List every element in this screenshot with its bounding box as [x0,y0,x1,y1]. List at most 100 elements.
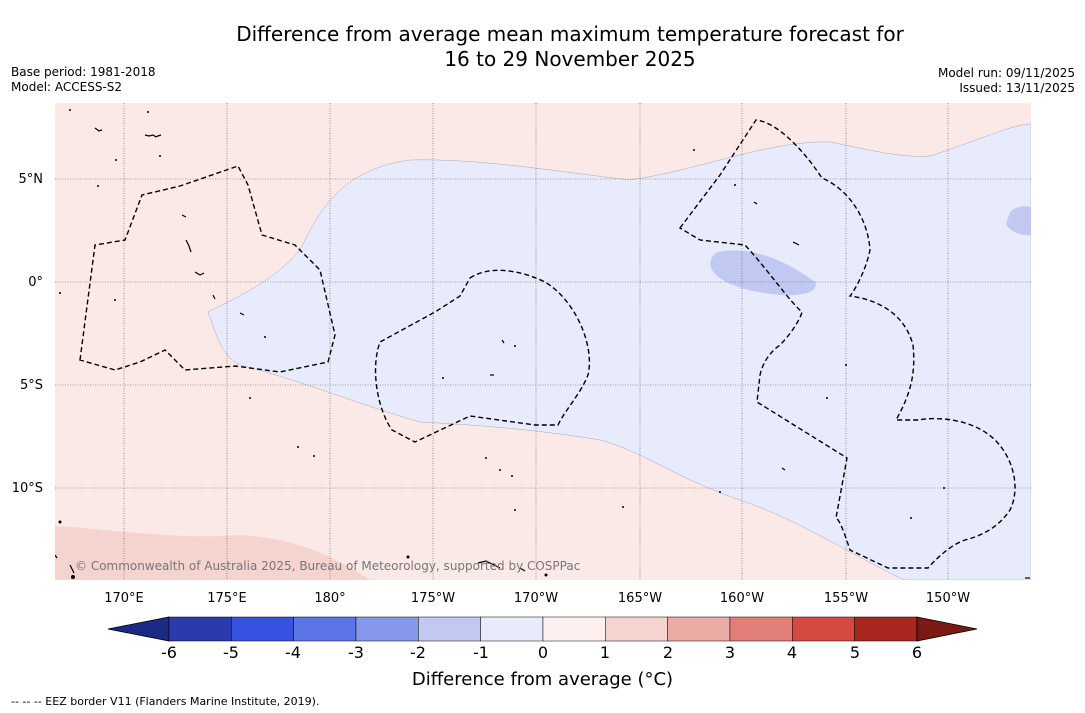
island-dot [719,491,721,493]
colorbar-segment [542,616,606,642]
island-dot [313,455,315,457]
longitude-labels: 170°E 175°E 180° 175°W 170°W 165°W 160°W… [104,591,970,606]
island-dot [499,469,501,471]
island-dot [943,487,945,489]
cool-anomaly-region [207,123,1031,580]
island [94,127,103,132]
cb-label: -2 [410,643,426,662]
island-dot [69,109,71,111]
island-dot [114,299,116,301]
island [144,134,157,138]
island-dot [406,555,410,559]
eez-line-islands [678,119,1016,569]
title-line-2: 16 to 29 November 2025 [444,47,696,71]
island [154,134,162,138]
colorbar-segment [854,616,918,642]
island [194,271,205,276]
graticule [55,103,1031,580]
island [69,564,75,574]
copyright-text: © Commonwealth of Australia 2025, Bureau… [75,559,580,573]
cool-patch-central [710,250,816,296]
lat-label-5n: 5°N [19,172,44,187]
island-dots [58,109,945,579]
meta-left: Base period: 1981-2018 Model: ACCESS-S2 [11,65,156,95]
lon-label-175w: 175°W [411,591,455,606]
island-dot [622,506,624,508]
lat-label-0: 0° [28,275,43,290]
colorbar-segment [729,616,793,642]
lat-label-10s: 10°S [12,481,43,496]
colorbar-labels: -6 -5 -4 -3 -2 -1 0 1 2 3 4 5 6 [161,643,922,662]
island-dot [485,457,487,459]
island-dot [845,364,847,366]
colorbar-segment [231,616,294,642]
island [477,560,501,569]
island [781,467,786,471]
island [501,339,505,344]
colorbar-segment [168,616,232,642]
island-dot [910,517,912,519]
colorbar-extend-low [107,616,170,642]
island [519,567,526,572]
model-run: Model run: 09/11/2025 [937,66,1075,80]
cool-patch-east [1006,206,1031,236]
latitude-labels: 5°N 0° 5°S 10°S [12,172,43,496]
island-dot [264,336,266,338]
colorbar-segment [418,616,481,642]
island [212,294,216,300]
eez-tuvalu-kiribati [79,165,336,373]
island [753,201,758,205]
cb-label: 2 [663,643,673,662]
island-dot [159,155,161,157]
island [55,554,58,559]
eez-legend: -- -- -- EEZ border V11 (Flanders Marine… [11,695,320,708]
lon-label-150w: 150°W [926,591,970,606]
island [792,241,800,246]
cb-label: -4 [285,643,301,662]
issued-date: Issued: 13/11/2025 [959,81,1075,95]
cb-label: -3 [348,643,364,662]
cb-label: 4 [787,643,797,662]
cb-label: 1 [600,643,610,662]
colorbar [107,616,978,642]
island-dot [297,446,299,448]
island-dot [734,184,736,186]
island-dot [514,345,516,347]
island-dot [514,509,516,511]
lon-label-155w: 155°W [824,591,868,606]
lon-label-170w: 170°W [514,591,558,606]
island-dot [442,377,444,379]
colorbar-title: Difference from average (°C) [411,669,674,690]
eez-phoenix [374,269,590,443]
meta-right: Model run: 09/11/2025 Issued: 13/11/2025 [938,66,1075,96]
base-period: Base period: 1981-2018 [11,65,156,79]
island-dot [97,185,99,187]
colorbar-segment [605,616,668,642]
islands [55,127,1030,579]
colorbar-extend-high [916,616,978,642]
island-dot [59,292,61,294]
island-dot [58,520,62,524]
colorbar-segment [667,616,731,642]
lon-label-180: 180° [314,591,345,606]
eez-borders [79,119,1016,569]
island [239,312,245,316]
island-dot [544,573,548,577]
cb-label: 5 [850,643,860,662]
island-dot [249,397,251,399]
warm-patch-southwest [55,526,370,580]
chart-title: Difference from average mean maximum tem… [0,22,1085,72]
colorbar-segment [792,616,855,642]
colorbar-segment [293,616,357,642]
colorbar-segment [480,616,544,642]
map-fields: © Commonwealth of Australia 2025, Bureau… [55,103,1031,580]
lon-label-160w: 160°W [720,591,764,606]
lat-label-5s: 5°S [20,378,43,393]
cb-label: -5 [223,643,239,662]
cb-label: 0 [538,643,548,662]
island-dot [147,111,149,113]
island-dot [826,397,828,399]
island-dot [511,475,513,477]
cb-label: 6 [912,643,922,662]
